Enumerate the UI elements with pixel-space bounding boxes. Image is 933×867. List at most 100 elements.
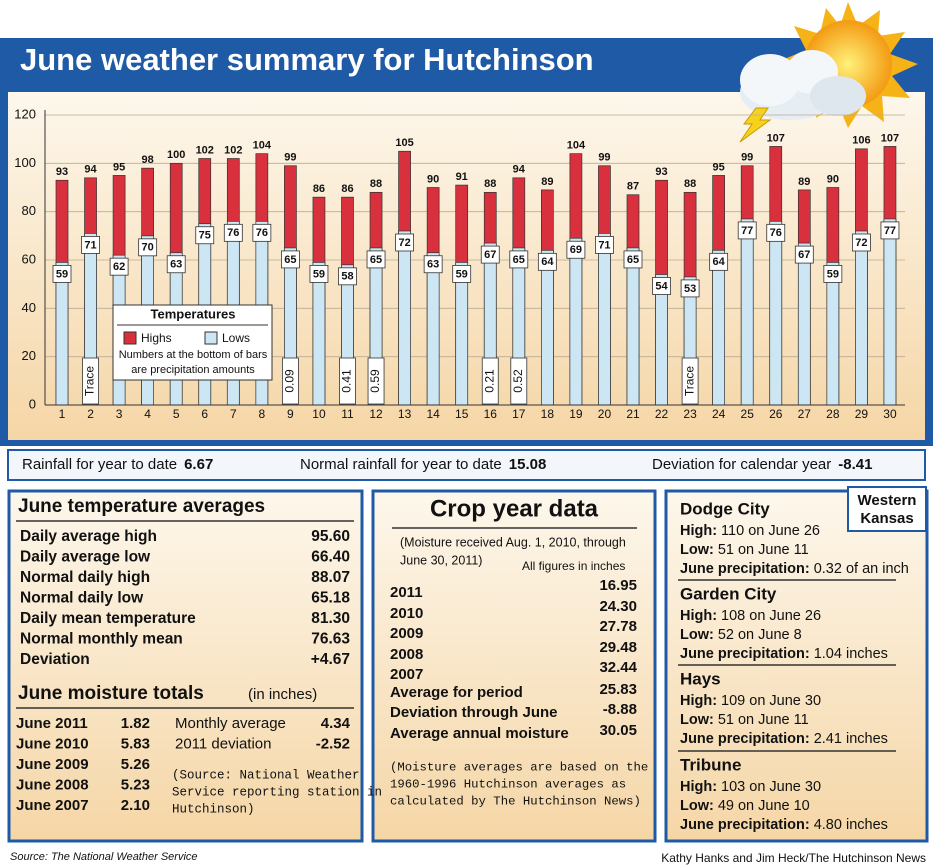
low-label-box — [452, 265, 472, 283]
city-label: June precipitation: — [680, 561, 810, 577]
y-tick-label: 60 — [22, 251, 36, 266]
low-label-box — [623, 250, 643, 269]
low-label-box — [880, 221, 900, 240]
city-value: 1.04 inches — [814, 646, 888, 662]
row-value: 95.60 — [311, 528, 350, 545]
low-label: 75 — [199, 230, 211, 242]
city-low: Low: 51 on June 11 — [680, 542, 809, 558]
high-label: 105 — [395, 137, 413, 149]
high-label: 100 — [167, 149, 185, 161]
x-tick-label: 24 — [712, 407, 726, 421]
city-label: High: — [680, 693, 717, 709]
row-value: 5.26 — [121, 756, 150, 773]
high-label: 106 — [852, 135, 870, 147]
crop-footnote: (Moisture averages are based on the — [390, 760, 648, 774]
row-label: Average annual moisture — [390, 725, 569, 742]
x-tick-label: 13 — [398, 407, 412, 421]
city-label: Low: — [680, 712, 714, 728]
high-label: 99 — [598, 152, 610, 164]
city-high: High: 103 on June 30 — [680, 779, 821, 795]
precip-box — [82, 357, 99, 405]
city-high: High: 109 on June 30 — [680, 693, 821, 709]
low-bar — [312, 262, 326, 406]
low-label-box — [709, 252, 729, 271]
city-precip: June precipitation: 1.04 inches — [680, 646, 888, 662]
rainfall-label: Rainfall for year to date — [22, 456, 177, 473]
rainfall-item: Rainfall for year to date 6.67 — [22, 456, 213, 473]
crop-footnote: 1960-1996 Hutchinson averages as — [390, 777, 626, 791]
low-label: 58 — [341, 271, 353, 283]
low-label: 76 — [770, 227, 782, 239]
x-tick-label: 3 — [116, 407, 123, 421]
x-tick-label: 14 — [426, 407, 440, 421]
rainfall-value: 15.08 — [509, 456, 547, 473]
row-label: 2009 — [390, 625, 423, 642]
x-tick-label: 18 — [541, 407, 555, 421]
city-value: 51 on June 11 — [718, 712, 809, 728]
row-label: Deviation through June — [390, 704, 558, 721]
city-label: June precipitation: — [680, 646, 810, 662]
low-label-box — [595, 236, 614, 254]
row-value: 81.30 — [311, 610, 350, 627]
high-label: 86 — [341, 183, 353, 195]
x-tick-label: 22 — [655, 407, 669, 421]
city-label: High: — [680, 608, 717, 624]
low-bar — [769, 220, 783, 406]
precip-label: 0.52 — [511, 369, 525, 393]
crop-note: June 30, 2011) — [400, 553, 482, 567]
high-label: 99 — [741, 152, 753, 164]
row-value: 65.18 — [311, 590, 350, 607]
source-note: (Source: National Weather — [172, 768, 360, 782]
high-label: 89 — [541, 176, 553, 188]
low-label-box — [566, 240, 586, 259]
low-bar — [426, 252, 440, 406]
row-value: 5.83 — [121, 735, 150, 752]
x-tick-label: 16 — [484, 407, 498, 421]
x-tick-label: 12 — [369, 407, 383, 421]
city-low: Low: 49 on June 10 — [680, 798, 810, 814]
source-note: Service reporting station in — [172, 785, 382, 799]
section-title: June temperature averages — [18, 496, 265, 517]
low-label: 71 — [598, 239, 610, 251]
row-label: June 2009 — [16, 756, 89, 773]
city-low: Low: 52 on June 8 — [680, 627, 802, 643]
row-value: 30.05 — [599, 722, 637, 739]
city-label: June precipitation: — [680, 817, 810, 833]
row-value: 27.78 — [599, 618, 637, 635]
low-label: 65 — [370, 254, 382, 266]
x-tick-label: 27 — [798, 407, 812, 421]
high-label: 107 — [767, 132, 785, 144]
low-label: 53 — [684, 283, 696, 295]
low-label-box — [680, 279, 700, 298]
y-tick-label: 80 — [22, 203, 36, 218]
low-label: 72 — [398, 237, 410, 249]
high-label: 99 — [284, 152, 296, 164]
city-label: Low: — [680, 542, 714, 558]
x-tick-label: 30 — [883, 407, 897, 421]
city-name: Dodge City — [680, 499, 770, 518]
row-label: Normal daily high — [20, 569, 150, 586]
row-label: June 2008 — [16, 776, 89, 793]
low-label: 54 — [655, 280, 668, 292]
precip-label: 0.09 — [283, 369, 297, 393]
x-tick-label: 11 — [341, 407, 354, 421]
city-value: 49 on June 10 — [718, 798, 810, 814]
high-label: 87 — [627, 181, 639, 193]
low-label: 71 — [84, 239, 96, 251]
low-bar — [569, 237, 583, 406]
low-bar — [712, 249, 726, 406]
row-value: -8.88 — [603, 701, 637, 718]
precip-box — [339, 357, 356, 405]
low-label-box — [366, 250, 386, 269]
low-label: 69 — [570, 244, 582, 256]
region-title: Kansas — [860, 510, 913, 527]
x-tick-label: 20 — [598, 407, 612, 421]
low-label: 72 — [855, 237, 867, 249]
x-tick-label: 19 — [569, 407, 583, 421]
high-label: 90 — [427, 173, 439, 185]
high-label: 107 — [881, 132, 899, 144]
row-label: 2010 — [390, 605, 423, 622]
row-value: 1.82 — [121, 715, 150, 732]
y-tick-label: 20 — [22, 348, 36, 363]
